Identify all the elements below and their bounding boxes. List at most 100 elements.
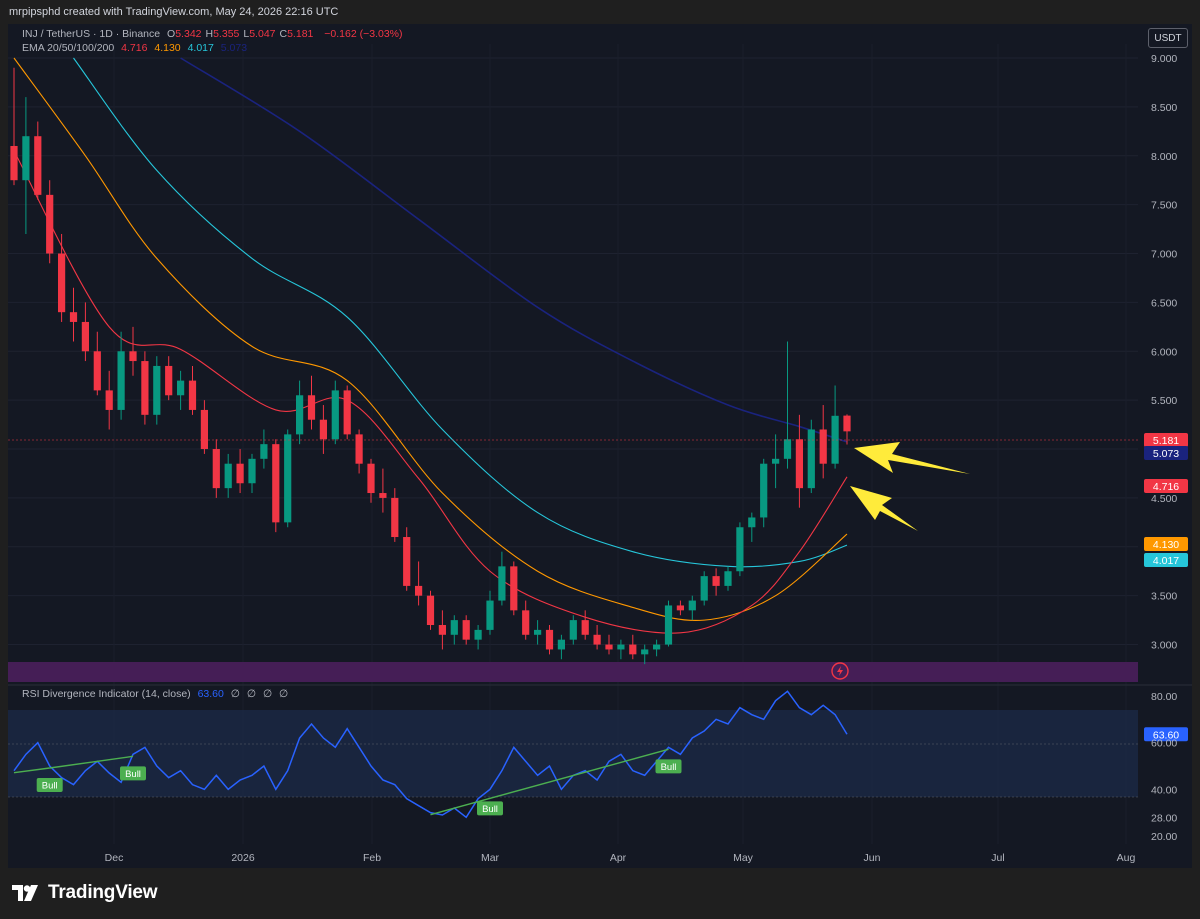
- rsi-tick-label: 40.00: [1151, 784, 1177, 796]
- price-tick-label: 8.000: [1151, 151, 1177, 163]
- candle-body: [46, 194, 54, 254]
- rsi-tick-label: 20.00: [1151, 831, 1177, 843]
- candle-body: [688, 600, 696, 611]
- rsi-band: [8, 710, 1138, 797]
- ohlc-l: L5.047: [243, 28, 276, 40]
- rsi-extra-2: ∅: [262, 688, 273, 700]
- candle-body: [284, 434, 292, 523]
- price-tick-label: 6.500: [1151, 297, 1177, 309]
- price-tick-label: 6.000: [1151, 346, 1177, 358]
- candle-body: [498, 566, 506, 601]
- rsi-extra-3: ∅: [279, 688, 289, 700]
- candle-body: [534, 629, 542, 635]
- rsi-extra-0: ∅: [230, 688, 240, 700]
- rsi-legend-value: 63.60: [197, 688, 224, 700]
- candle-body: [760, 463, 768, 518]
- candle-body: [153, 365, 161, 415]
- ema50-line: [13, 57, 848, 622]
- rsi-pane: Bull Bull Bull Bull 63.60: [13, 690, 1188, 819]
- price-badge: [1144, 553, 1188, 567]
- ohlc-c: C5.181: [279, 28, 314, 40]
- candle-body: [569, 620, 577, 640]
- bull-label-text: Bull: [125, 769, 141, 780]
- ema20-value: 4.716: [121, 42, 148, 54]
- annotation-arrows: [850, 442, 970, 531]
- time-tick-label: Dec: [105, 852, 124, 864]
- time-tick-label: Jul: [991, 852, 1004, 864]
- currency-button[interactable]: USDT: [1148, 28, 1188, 48]
- bull-label: [655, 759, 682, 774]
- candle-body: [772, 458, 780, 464]
- axes: 9.000 8.500 8.000 7.500 7.000 6.500 6.000 5.500…: [105, 53, 1178, 864]
- candle-body: [736, 527, 744, 572]
- ohlc-o: O5.342: [167, 28, 202, 40]
- price-tick-label: 7.500: [1151, 200, 1177, 212]
- price-tick-label: 3.500: [1151, 591, 1177, 603]
- candle-body: [724, 571, 732, 586]
- candle-body: [783, 439, 792, 459]
- ema200-value: 5.073: [220, 42, 248, 54]
- divergence-line: [430, 748, 669, 816]
- bull-label-text: Bull: [42, 781, 58, 792]
- price-chart[interactable]: Bull Bull Bull Bull 63.60 9.000 8.500 8.000 7.5…: [8, 24, 1192, 868]
- chart-caption: mrpipsphd created with TradingView.com, …: [9, 6, 339, 18]
- arrow-annotation-lower: [850, 486, 918, 531]
- candle-body: [593, 634, 601, 645]
- bull-label-text: Bull: [482, 804, 498, 815]
- candle-body: [307, 395, 316, 420]
- time-tick-label: Apr: [610, 852, 627, 864]
- candle-body: [795, 439, 803, 489]
- brand-name: TradingView: [48, 882, 158, 903]
- candle-body: [272, 444, 280, 523]
- time-tick-label: Feb: [363, 852, 381, 864]
- time-tick-label: 2026: [231, 852, 255, 864]
- time-tick-label: May: [733, 852, 754, 864]
- rsi-label[interactable]: RSI Divergence Indicator (14, close): [22, 688, 191, 700]
- candle-body: [343, 390, 351, 435]
- price-badge: [1144, 479, 1188, 493]
- ema200-line: [180, 57, 848, 443]
- candle-body: [510, 566, 518, 611]
- candle-body: [34, 136, 42, 195]
- candle-body: [641, 649, 649, 655]
- candle-body: [426, 595, 435, 626]
- candle-body: [10, 145, 18, 181]
- candle-body: [319, 419, 327, 440]
- candle-body: [486, 600, 494, 630]
- candle-body: [331, 390, 339, 440]
- candle-body: [474, 629, 482, 640]
- candle-body: [629, 644, 637, 655]
- candle-body: [700, 576, 708, 601]
- candle-body: [200, 409, 208, 450]
- price-badge: [1144, 433, 1188, 447]
- candle-body: [653, 644, 661, 650]
- candle-body: [81, 321, 89, 352]
- candle-body: [248, 458, 256, 484]
- candle-body: [415, 585, 423, 596]
- divergence-line: [13, 767, 50, 774]
- candles: [10, 67, 851, 665]
- ohlc-h: H5.355: [205, 28, 240, 40]
- bull-label: [36, 778, 63, 792]
- candle-body: [355, 434, 363, 464]
- candle-body: [664, 605, 673, 645]
- symbol-label[interactable]: INJ / TetherUS · 1D · Binance: [22, 28, 161, 40]
- tradingview-logo[interactable]: TradingView: [12, 882, 158, 904]
- lightning-icon[interactable]: [831, 662, 849, 680]
- price-badge-label: 4.130: [1153, 539, 1179, 551]
- price-badge-label: 5.073: [1153, 448, 1179, 460]
- chart-frame[interactable]: Bull Bull Bull Bull 63.60 9.000 8.500 8.000 7.5…: [8, 24, 1192, 868]
- candle-body: [69, 312, 78, 322]
- candle-body: [712, 576, 720, 586]
- time-tick-label: Aug: [1117, 852, 1136, 864]
- candle-body: [105, 390, 113, 410]
- ema-legend: EMA 20/50/100/200 4.716 4.130 4.017 5.07…: [22, 42, 251, 54]
- candle-body: [557, 639, 565, 650]
- symbol-legend: INJ / TetherUS · 1D · Binance O5.342 H5.3…: [22, 28, 407, 40]
- ema-label[interactable]: EMA 20/50/100/200: [22, 42, 115, 54]
- candle-body: [260, 444, 268, 459]
- price-badge-label: 4.716: [1153, 481, 1179, 493]
- divergence-line: [49, 755, 134, 769]
- ema-lines: [13, 57, 848, 634]
- candle-body: [117, 351, 125, 410]
